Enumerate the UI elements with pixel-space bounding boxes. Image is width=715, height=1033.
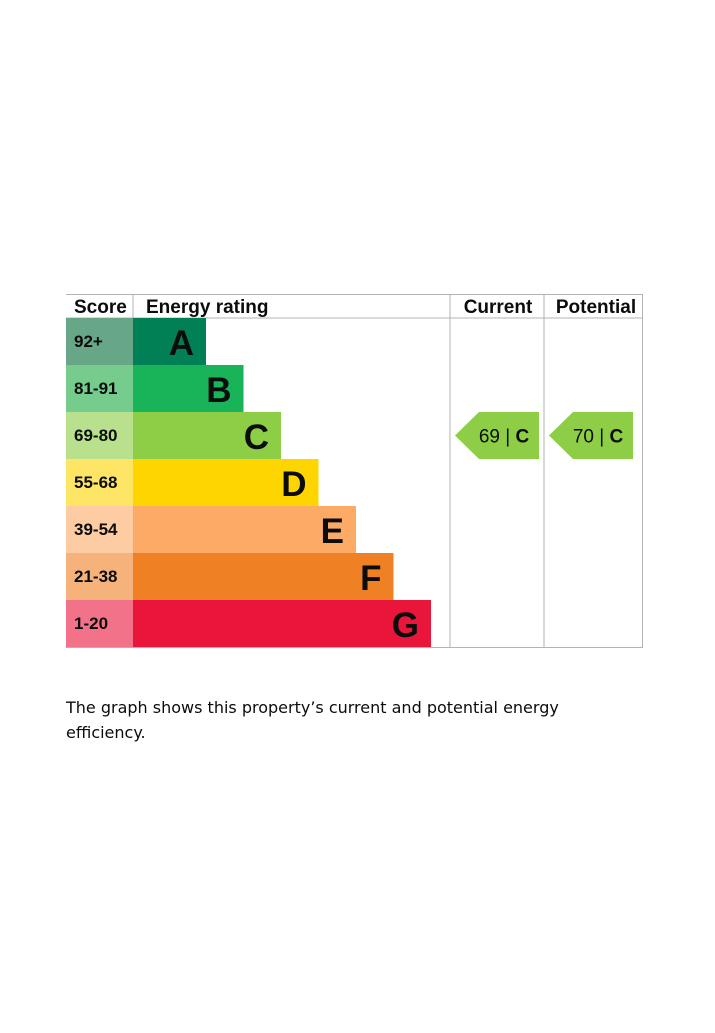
chart-caption: The graph shows this property’s current … (66, 698, 559, 742)
score-label-c: 69-80 (74, 426, 117, 445)
potential-rating-value: 70 (573, 427, 599, 448)
header-potential: Potential (556, 297, 636, 318)
current-rating-letter: C (515, 427, 529, 448)
rating-letter-f: F (360, 559, 381, 598)
header-current: Current (464, 297, 533, 318)
rating-letter-d: D (281, 465, 306, 504)
rating-bar-f (133, 553, 394, 600)
header-energy-rating: Energy rating (146, 297, 268, 318)
score-cell-e (66, 506, 133, 553)
current-rating-label: 69 | C (479, 427, 530, 448)
potential-rating-arrow (549, 412, 633, 459)
rating-letter-a: A (169, 324, 194, 363)
current-rating-arrow (455, 412, 539, 459)
potential-rating-label: 70 | C (573, 427, 624, 448)
rating-letter-e: E (321, 512, 344, 551)
rating-bar-g (133, 600, 431, 647)
score-cell-g (66, 600, 133, 647)
score-label-f: 21-38 (74, 567, 117, 586)
potential-rating-letter: C (609, 427, 623, 448)
score-cell-d (66, 459, 133, 506)
potential-rating-separator: | (599, 427, 609, 448)
score-label-g: 1-20 (74, 614, 108, 633)
rating-bar-e (133, 506, 356, 553)
current-rating-separator: | (505, 427, 515, 448)
score-label-a: 92+ (74, 332, 103, 351)
score-label-e: 39-54 (74, 520, 118, 539)
rating-letter-c: C (244, 418, 269, 457)
score-label-b: 81-91 (74, 379, 117, 398)
current-rating-value: 69 (479, 427, 505, 448)
rating-bar-b (133, 365, 244, 412)
rating-bar-d (133, 459, 319, 506)
energy-rating-chart: Score Energy rating Current Potential 92… (66, 294, 643, 648)
rating-bar-c (133, 412, 281, 459)
rating-letter-g: G (392, 606, 419, 645)
header-score: Score (74, 297, 127, 318)
rating-bands: 92+ A 81-91 B 69-80 C 55-68 D 39-54 E 21-38 F 1-20 G (66, 318, 431, 647)
rating-bar-a (133, 318, 206, 365)
score-cell-c (66, 412, 133, 459)
rating-indicators: 69 | C 70 | C (455, 412, 633, 459)
score-cell-f (66, 553, 133, 600)
score-label-d: 55-68 (74, 473, 117, 492)
score-cell-a (66, 318, 133, 365)
score-cell-b (66, 365, 133, 412)
rating-letter-b: B (206, 371, 231, 410)
